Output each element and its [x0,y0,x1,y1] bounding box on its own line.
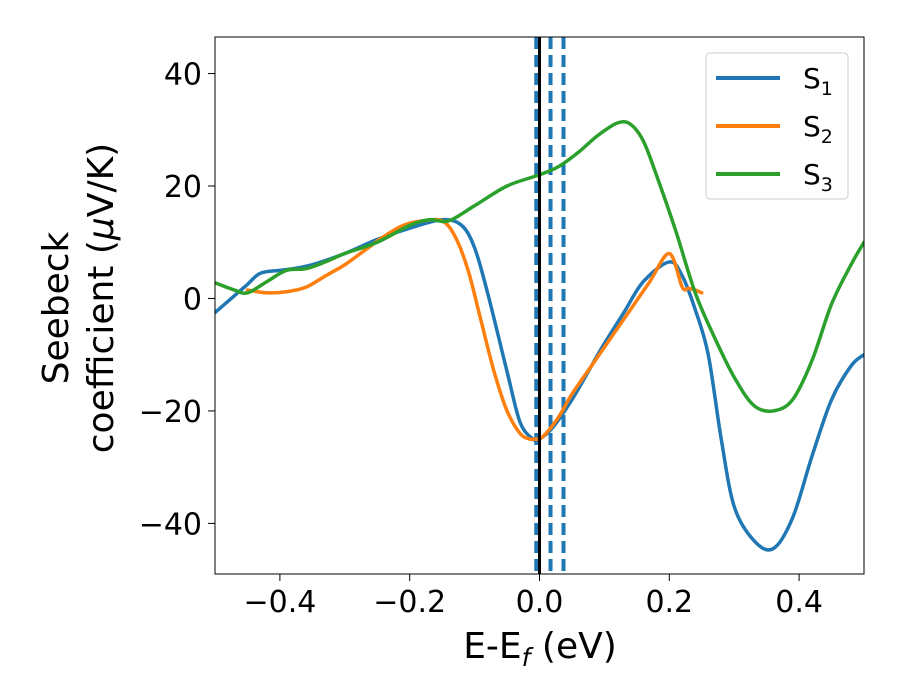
series-line-s2 [245,217,704,442]
x-tick-label: 0.0 [516,585,564,620]
y-axis-label-suffix: V/K) [81,143,122,217]
series-line-s3 [215,120,864,413]
x-tick-label: −0.2 [373,585,446,620]
y-tick-label: 40 [164,58,202,93]
legend-label-s1: S1 [803,62,833,100]
legend: S1 S2 S3 [705,52,849,200]
x-tick-label: 0.2 [645,585,693,620]
y-tick-label: 0 [183,282,202,317]
x-axis-label: E-Ef (eV) [463,626,617,672]
x-axis-label-main: E-E [463,626,521,667]
y-tick-label: −20 [139,395,202,430]
x-tick-label: 0.4 [775,585,823,620]
x-tick-label: −0.4 [243,585,316,620]
y-tick-label: −40 [139,507,202,542]
series-lines [215,37,864,574]
y-axis-label-line1: Seebeck [36,231,77,384]
y-axis-label-prefix: coefficient ( [81,240,122,453]
y-axis-ticks: 40 20 0 −20 −40 [139,58,215,542]
y-tick-label: 20 [164,170,202,205]
legend-label-s3: S3 [803,158,833,196]
y-axis-label-line2: coefficient (μV/K) [81,143,122,453]
legend-label-s2: S2 [803,110,833,148]
x-axis-label-unit: (eV) [530,626,616,667]
x-axis-ticks: −0.4 −0.2 0.0 0.2 0.4 [243,574,823,620]
y-axis-label-mu: μ [81,217,122,241]
